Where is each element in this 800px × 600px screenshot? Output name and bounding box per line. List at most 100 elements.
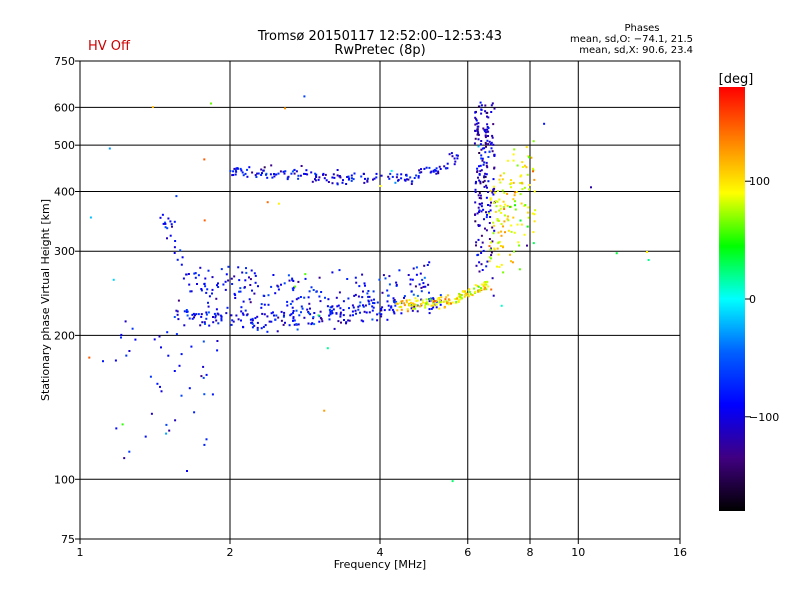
data-point [203, 158, 206, 161]
data-point [390, 306, 393, 309]
data-point [502, 200, 505, 203]
data-point [210, 102, 212, 105]
data-point [231, 319, 234, 322]
data-point [511, 261, 514, 264]
data-point [498, 219, 500, 222]
data-point [388, 177, 391, 180]
data-point [177, 318, 180, 321]
data-point [492, 143, 495, 146]
data-point [200, 289, 203, 292]
y-ticks: 75 100 200 300 400 500 600 750 [54, 55, 80, 546]
data-point [479, 170, 482, 173]
data-point [166, 237, 168, 240]
data-point [379, 185, 382, 187]
data-point [410, 290, 413, 293]
data-point [193, 316, 195, 319]
data-point [520, 223, 523, 226]
data-point [243, 286, 246, 289]
data-point [514, 204, 516, 207]
data-point [225, 273, 228, 276]
data-point [478, 179, 481, 182]
data-point [521, 166, 524, 168]
data-point [333, 327, 336, 330]
data-point [474, 290, 477, 293]
data-point [293, 172, 296, 175]
data-point [420, 298, 423, 301]
data-point [348, 319, 351, 322]
data-point [507, 159, 509, 162]
data-point [376, 319, 379, 322]
data-point [478, 197, 481, 199]
data-point [474, 201, 477, 204]
data-point [380, 309, 383, 312]
data-point [532, 140, 535, 143]
data-point [439, 294, 442, 297]
data-point [280, 310, 283, 313]
data-point [335, 312, 338, 315]
data-point [465, 292, 467, 295]
data-point [173, 246, 176, 249]
data-point [282, 315, 285, 318]
data-point [476, 130, 479, 133]
data-point [474, 213, 477, 216]
data-point [362, 320, 365, 323]
data-point [450, 302, 452, 305]
data-point [297, 323, 300, 326]
data-point [235, 167, 238, 170]
data-point [359, 301, 362, 304]
data-point [372, 302, 374, 304]
data-point [194, 314, 196, 317]
data-point [475, 180, 477, 183]
data-point [336, 183, 339, 186]
data-point [523, 186, 526, 189]
data-point [532, 170, 534, 173]
data-point [266, 315, 269, 318]
data-point [202, 365, 205, 368]
data-point [245, 271, 248, 274]
data-point [256, 315, 259, 318]
data-point [504, 203, 507, 206]
data-point [477, 145, 480, 148]
data-point [512, 216, 515, 219]
data-point [89, 216, 92, 219]
data-point [362, 290, 364, 293]
data-point [232, 174, 235, 176]
data-point [361, 296, 364, 299]
data-point [496, 265, 498, 268]
data-point [378, 278, 381, 281]
data-point [448, 153, 451, 156]
data-point [191, 313, 194, 316]
data-point [295, 309, 298, 312]
chart-title-line2: RwPretec (8p) [334, 43, 425, 58]
data-point [324, 296, 326, 299]
data-point [277, 285, 280, 288]
data-point [477, 206, 480, 209]
data-point [420, 290, 423, 293]
data-point [501, 189, 504, 192]
data-point [173, 370, 176, 372]
data-point [351, 310, 354, 313]
data-point [488, 256, 491, 259]
phase-heading: Phases [624, 23, 659, 34]
data-point [250, 269, 253, 272]
data-point [319, 310, 322, 313]
data-point [481, 283, 484, 286]
data-point [412, 302, 414, 305]
data-point [115, 427, 118, 430]
data-point [120, 336, 122, 339]
data-point [246, 168, 248, 171]
data-point [523, 233, 526, 236]
data-point [315, 176, 318, 178]
data-point [349, 314, 352, 317]
data-point [418, 169, 421, 172]
data-point [347, 319, 350, 322]
data-point [292, 311, 294, 314]
data-point [386, 300, 389, 303]
data-point [295, 170, 298, 173]
data-point [477, 238, 480, 241]
data-point [339, 315, 342, 318]
data-point [437, 298, 440, 301]
colorbar-tick-label: 100 [749, 175, 770, 188]
data-point [204, 277, 207, 280]
data-point [468, 291, 471, 293]
